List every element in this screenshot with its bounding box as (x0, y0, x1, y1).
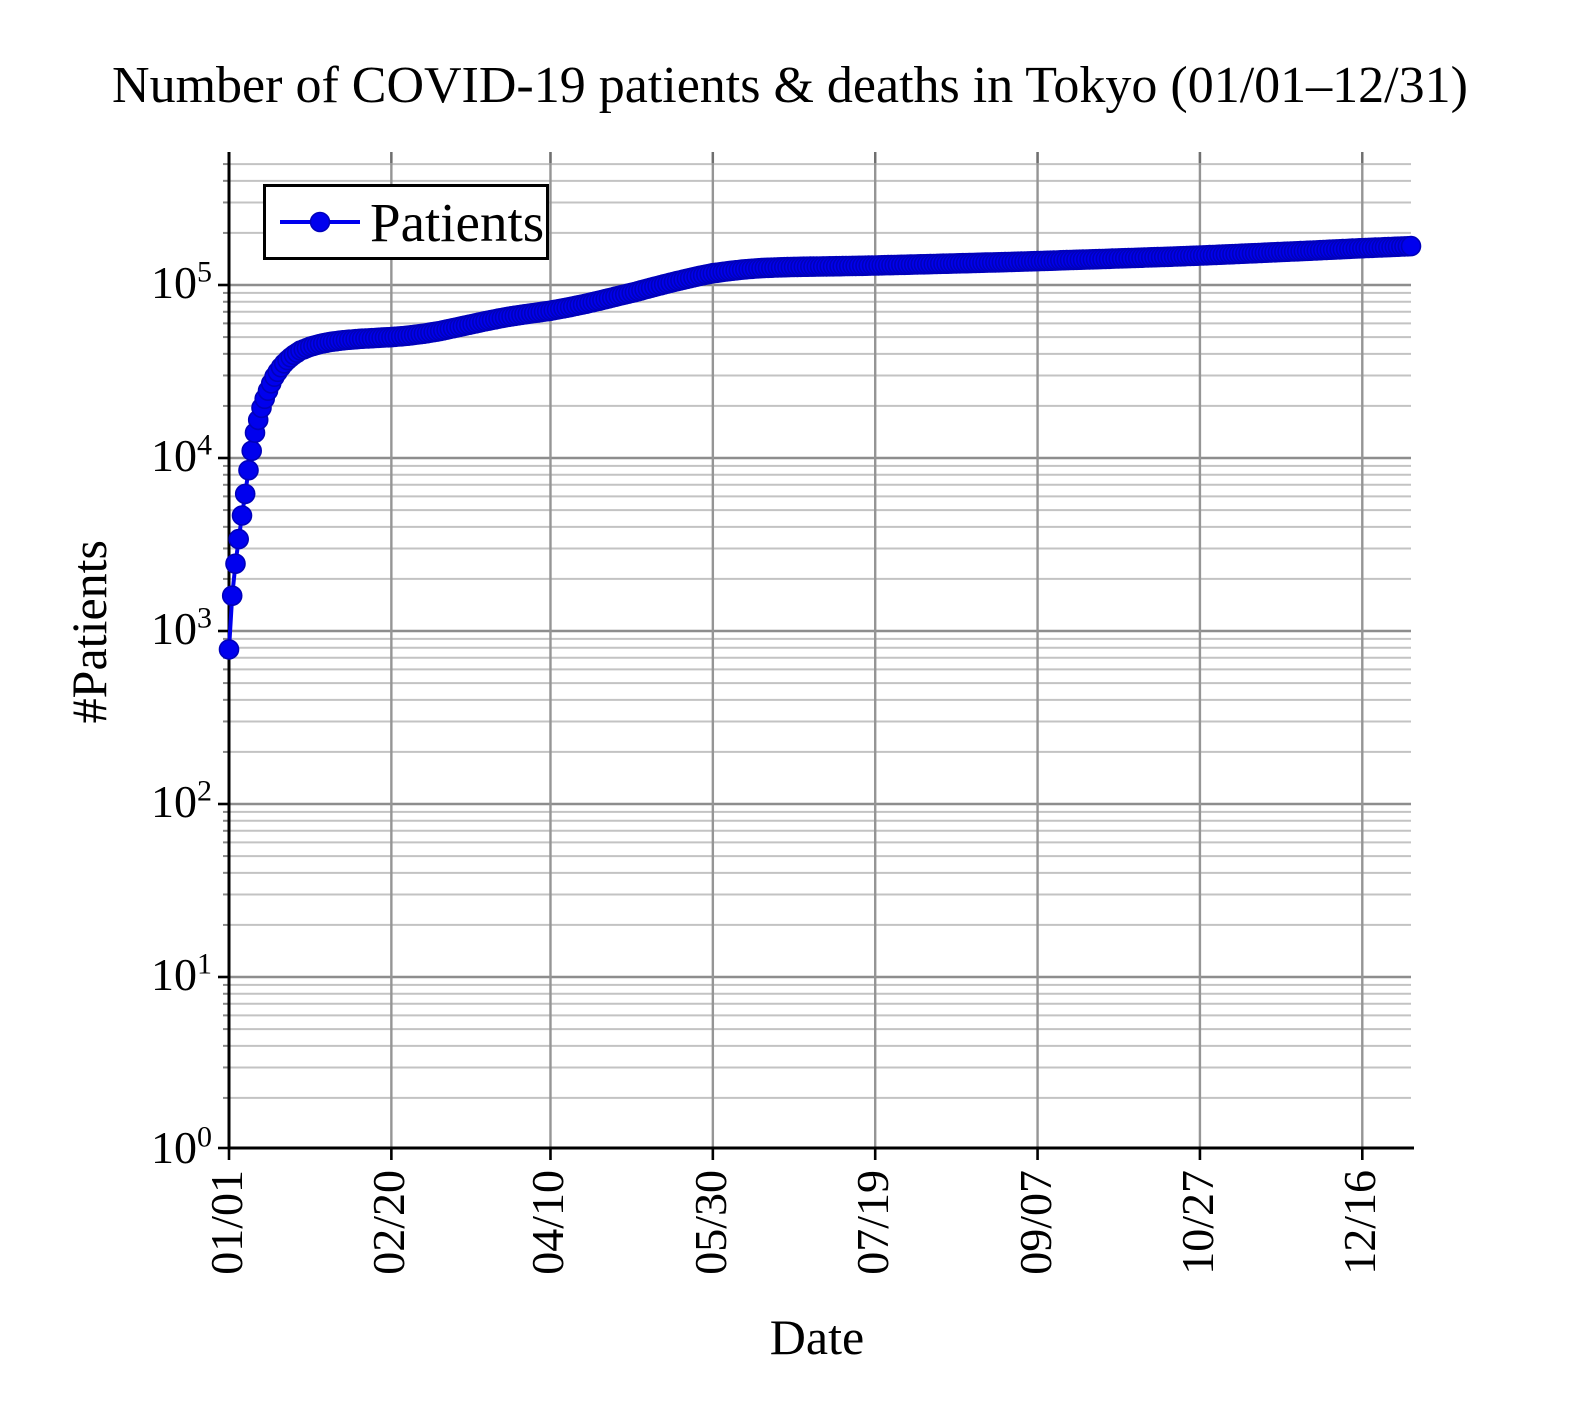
x-tick-label: 02/20 (363, 1170, 415, 1275)
x-tick-label: 12/16 (1334, 1170, 1386, 1275)
patients-line (227, 244, 1412, 650)
x-tick-label: 09/07 (1009, 1170, 1061, 1275)
x-axis-label: Date (769, 1309, 865, 1365)
y-tick-label: 102 (151, 774, 212, 827)
y-tick-label: 105 (151, 255, 212, 308)
patients-data-point (238, 459, 259, 481)
patients-data-point (221, 585, 243, 607)
y-tick-label: 100 (151, 1120, 212, 1173)
patients-data-point (241, 440, 262, 462)
x-tick-label: 04/10 (522, 1170, 574, 1275)
patients-data-point (231, 505, 253, 526)
y-tick-label: 104 (151, 428, 212, 481)
legend-box: Patients (263, 184, 549, 260)
patients-data-point (225, 553, 246, 575)
patients-data-point (218, 639, 240, 660)
y-tick-label: 101 (151, 947, 212, 1000)
x-tick-label: 05/30 (684, 1170, 736, 1275)
legend-label-patients: Patients (370, 191, 545, 253)
x-tick-label: 01/01 (201, 1170, 252, 1275)
patients-data-point (228, 528, 249, 550)
patients-data-point (1400, 235, 1422, 257)
y-tick-label: 103 (151, 601, 212, 654)
x-tick-label: 10/27 (1171, 1170, 1223, 1275)
patients-data-point (234, 483, 256, 505)
legend-marker-patients (280, 211, 360, 233)
x-tick-label: 07/19 (847, 1170, 899, 1275)
chart-title: Number of COVID-19 patients & deaths in … (112, 57, 1468, 114)
